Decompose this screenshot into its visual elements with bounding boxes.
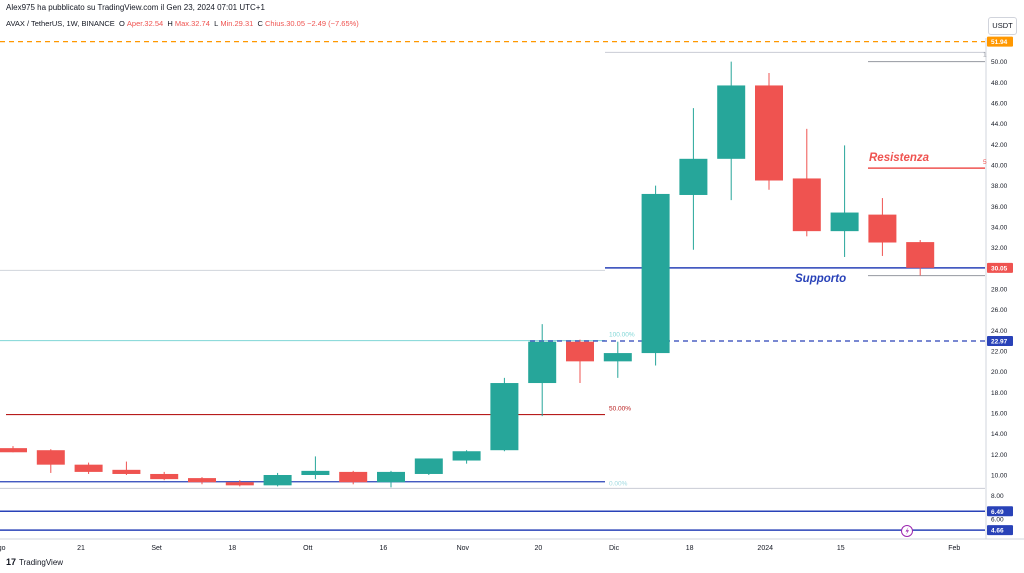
y-tick-label: 38.00: [991, 183, 1008, 190]
x-tick-label: 16: [380, 545, 388, 552]
open-value: Aper.32.54: [126, 19, 164, 28]
x-tick-label: 18: [686, 545, 694, 552]
x-tick-label: 18: [228, 545, 236, 552]
candle-up: [263, 475, 292, 486]
candle-up: [641, 193, 670, 354]
y-tick-label: 46.00: [991, 101, 1008, 108]
symbol-legend: AVAX / TetherUS, 1W, BINANCE O Aper.32.5…: [6, 19, 359, 28]
candle-down: [74, 464, 103, 472]
price-tag-label: 6.49: [991, 509, 1004, 516]
candle-down: [792, 178, 821, 232]
candle-down: [868, 214, 897, 243]
publish-info: Alex975 ha pubblicato su TradingView.com…: [6, 3, 265, 12]
x-tick-label: 15: [837, 545, 845, 552]
candle-down: [225, 482, 254, 486]
high-label: H: [167, 19, 173, 28]
candle-down: [36, 450, 65, 465]
low-value: Min.29.31: [220, 19, 254, 28]
fib-50-label: 50.00%: [609, 406, 631, 413]
y-tick-label: 10.00: [991, 473, 1008, 480]
candle-up: [717, 85, 746, 159]
candle-down: [0, 448, 27, 453]
change-value: −2.49 (−7.65%): [307, 19, 359, 28]
candle-up: [528, 341, 557, 384]
x-tick-label: 20: [535, 545, 543, 552]
y-tick-label: 34.00: [991, 225, 1008, 232]
candle-up: [603, 353, 632, 362]
y-tick-label: 24.00: [991, 328, 1008, 335]
candle-down: [755, 85, 783, 181]
x-tick-label: Feb: [948, 545, 960, 552]
price-tag: [987, 262, 1013, 273]
y-tick-label: 40.00: [991, 163, 1008, 170]
candle-down: [566, 341, 594, 362]
resistenza-label: Resistenza: [869, 152, 930, 164]
y-tick-label: 22.00: [991, 349, 1008, 356]
x-tick-label: Dic: [609, 545, 620, 552]
y-tick-label: 18.00: [991, 390, 1008, 397]
candle-down: [150, 473, 179, 480]
y-tick-label: 44.00: [991, 121, 1008, 128]
candle-up: [452, 451, 481, 461]
price-tag-label: 51.94: [991, 39, 1008, 46]
price-tag-label: 4.66: [991, 528, 1004, 535]
y-tick-label: 8.00: [991, 493, 1004, 500]
resistance-marker: 5: [983, 159, 987, 166]
symbol-name[interactable]: AVAX / TetherUS, 1W, BINANCE: [6, 19, 115, 28]
candle-down: [339, 471, 368, 483]
x-tick-label: 21: [77, 545, 85, 552]
y-tick-label: 32.00: [991, 245, 1008, 252]
price-tag-label: 22.97: [991, 338, 1008, 345]
close-value: Chius.30.05: [264, 19, 305, 28]
fib-0-label: 0.00%: [609, 480, 628, 487]
tradingview-logo-icon: 17: [6, 557, 17, 567]
y-tick-label: 12.00: [991, 452, 1008, 459]
y-tick-label: 28.00: [991, 287, 1008, 294]
candle-up: [377, 471, 405, 483]
x-tick-label: 2024: [757, 545, 773, 552]
open-label: O: [118, 19, 125, 28]
fib-100-label: 100.00%: [609, 332, 635, 339]
candle-up: [679, 158, 708, 195]
y-tick-label: 14.00: [991, 431, 1008, 438]
candle-up: [414, 458, 443, 474]
price-tag: [987, 525, 1013, 536]
supporto-label: Supporto: [795, 273, 846, 285]
top-marker: 1: [983, 51, 987, 58]
currency-button[interactable]: USDT: [988, 17, 1017, 35]
close-label: C: [257, 19, 263, 28]
y-tick-label: 42.00: [991, 142, 1008, 149]
x-tick-label: Ott: [303, 545, 312, 552]
price-tag: [987, 36, 1013, 47]
candle-down: [188, 478, 216, 483]
lightning-glyph: [905, 527, 909, 535]
y-tick-label: 20.00: [991, 369, 1008, 376]
footer: 17 TradingView: [6, 557, 63, 567]
y-tick-label: 6.00: [991, 516, 1004, 523]
price-tag-label: 30.05: [991, 265, 1008, 272]
y-tick-label: 50.00: [991, 59, 1008, 66]
footer-brand: TradingView: [19, 558, 64, 567]
y-tick-label: 26.00: [991, 307, 1008, 314]
x-tick-label: Set: [151, 545, 162, 552]
y-tick-label: 16.00: [991, 411, 1008, 418]
price-tag: [987, 335, 1013, 346]
x-tick-label: go: [0, 545, 6, 552]
candle-down: [112, 469, 141, 474]
candle-up: [490, 383, 519, 451]
low-label: L: [214, 19, 219, 28]
candle-up: [301, 470, 330, 476]
high-value: Max.32.74: [174, 19, 210, 28]
candle-down: [906, 242, 935, 268]
candle-up: [830, 212, 859, 232]
y-tick-label: 48.00: [991, 80, 1008, 87]
price-tag: [987, 506, 1013, 517]
x-tick-label: Nov: [457, 545, 470, 552]
y-tick-label: 36.00: [991, 204, 1008, 211]
